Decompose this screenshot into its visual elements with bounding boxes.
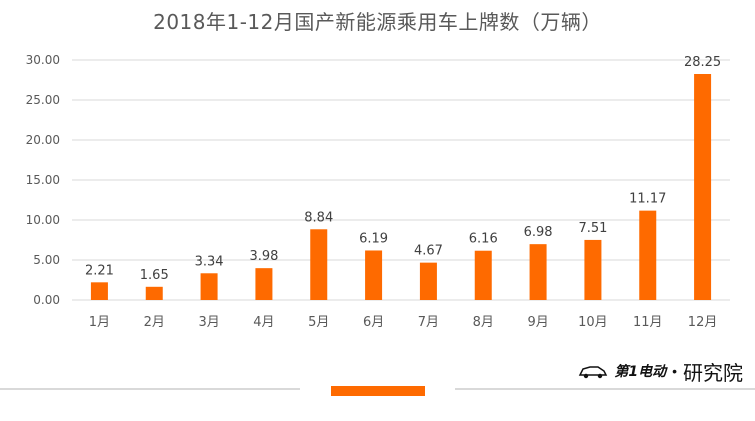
bar-value-label: 4.67: [414, 244, 443, 259]
bar-value-label: 28.25: [684, 55, 721, 70]
x-tick-label: 12月: [688, 315, 718, 330]
bar: [200, 273, 218, 300]
x-tick-label: 6月: [363, 315, 384, 330]
brand-text: 研究院: [683, 360, 743, 385]
bar-value-label: 6.19: [359, 231, 388, 246]
grid-lines: [72, 59, 730, 301]
y-tick-label: 5.00: [33, 253, 60, 267]
bar: [310, 229, 328, 300]
brand-logo: 第1电动: [614, 364, 667, 380]
x-tick-label: 10月: [578, 315, 608, 330]
y-tick-label: 0.00: [33, 293, 60, 307]
bar-value-label: 8.84: [304, 210, 333, 225]
bar: [365, 250, 383, 300]
bar: [529, 244, 547, 300]
bar: [694, 74, 712, 300]
x-tick-label: 1月: [89, 315, 110, 330]
x-axis-ticks: 1月 2月 3月 4月 5月 6月 7月 8月 9月 10月 11月 12月: [89, 315, 718, 330]
bar: [90, 282, 108, 300]
y-tick-label: 10.00: [26, 213, 60, 227]
bars: [90, 74, 712, 300]
brand-watermark: 第1电动 • 研究院: [578, 356, 743, 386]
y-tick-label: 30.00: [26, 53, 60, 67]
chart-title: 2018年1-12月国产新能源乘用车上牌数（万辆）: [153, 10, 602, 34]
x-tick-label: 8月: [473, 315, 494, 330]
y-tick-label: 25.00: [26, 93, 60, 107]
bar: [419, 262, 437, 300]
x-tick-label: 11月: [633, 315, 663, 330]
footer-divider-left: [0, 388, 300, 390]
bar: [145, 286, 163, 300]
bar-value-label: 6.98: [524, 225, 553, 240]
bar-value-label: 3.34: [195, 254, 224, 269]
bar-value-label: 3.98: [249, 249, 278, 264]
bar-value-label: 7.51: [578, 221, 607, 236]
footer-accent-bar: [331, 386, 425, 396]
x-tick-label: 2月: [144, 315, 165, 330]
brand-separator: •: [672, 363, 677, 379]
x-tick-label: 5月: [308, 315, 329, 330]
x-tick-label: 4月: [253, 315, 274, 330]
bar-value-label: 11.17: [629, 192, 666, 207]
x-tick-label: 9月: [527, 315, 548, 330]
bar-value-label: 2.21: [85, 263, 114, 278]
bar: [639, 210, 657, 300]
bar: [474, 250, 492, 300]
footer-divider-right: [455, 388, 755, 390]
y-axis-ticks: 0.00 5.00 10.00 15.00 20.00 25.00 30.00: [26, 53, 60, 307]
bar: [255, 268, 273, 300]
car-icon: [578, 363, 608, 379]
y-tick-label: 15.00: [26, 173, 60, 187]
data-labels: 2.21 1.65 3.34 3.98 8.84 6.19 4.67 6.16 6.98 7.51…: [85, 55, 721, 283]
bar-value-label: 1.65: [140, 268, 169, 283]
y-tick-label: 20.00: [26, 133, 60, 147]
bar-value-label: 6.16: [469, 232, 498, 247]
x-tick-label: 7月: [418, 315, 439, 330]
x-tick-label: 3月: [198, 315, 219, 330]
bar: [584, 239, 602, 300]
